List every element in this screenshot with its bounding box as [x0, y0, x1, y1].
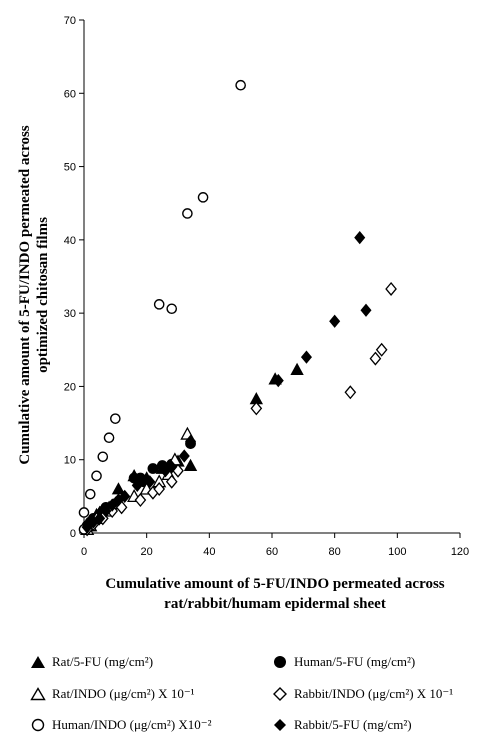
data-point-series-5	[235, 79, 246, 91]
data-point-series-2	[147, 463, 159, 474]
open-triangle-marker-icon	[30, 687, 46, 701]
y-tick-label: 60	[64, 88, 76, 100]
data-point-series-6	[94, 511, 106, 525]
data-point-series-5	[197, 192, 209, 203]
y-tick-label: 10	[64, 455, 76, 467]
data-point-series-6	[81, 520, 93, 534]
data-point-series-6	[329, 314, 341, 328]
y-tick-label: 50	[64, 162, 76, 174]
data-point-series-6	[360, 303, 372, 317]
data-point-series-4	[344, 385, 357, 400]
legend-label: Human/INDO (μg/cm²) X10⁻²	[52, 717, 212, 732]
data-point-series-4	[385, 281, 397, 296]
legend-item-rat-5fu: Rat/5-FU (mg/cm²)	[30, 654, 153, 670]
data-point-series-5	[84, 488, 96, 500]
filled-triangle-marker-icon	[31, 656, 45, 668]
y-axis-label-line-1: Cumulative amount of 5-FU/INDO permeated…	[17, 125, 33, 465]
data-point-series-6	[166, 460, 178, 474]
y-tick-label: 30	[64, 308, 76, 320]
data-point-series-4	[369, 351, 382, 366]
data-point-series-4	[134, 493, 147, 508]
data-point-series-6	[100, 504, 112, 518]
filled-circle-marker-icon	[274, 656, 286, 668]
data-point-series-5	[97, 451, 109, 463]
y-tick-label: 0	[70, 528, 76, 540]
x-axis-label-line-1: Cumulative amount of 5-FU/INDO permeated…	[105, 576, 445, 592]
legend-item-rabbit-indo: Rabbit/INDO (μg/cm²) X 10⁻¹	[272, 686, 453, 702]
x-tick-label: 60	[266, 546, 278, 558]
data-point-series-4	[375, 342, 388, 357]
y-tick-label: 40	[64, 235, 76, 247]
legend-label: Human/5-FU (mg/cm²)	[294, 654, 416, 669]
data-point-series-6	[119, 489, 131, 503]
legend-item-rabbit-5fu: Rabbit/5-FU (mg/cm²)	[272, 717, 412, 733]
data-point-series-5	[182, 208, 193, 219]
data-point-series-6	[272, 373, 284, 388]
y-tick-label: 20	[64, 381, 76, 393]
data-point-series-6	[106, 498, 118, 512]
x-axis-label-line-2: rat/rabbit/humam epidermal sheet	[164, 596, 386, 612]
y-axis-label: Cumulative amount of 5-FU/INDO permeated…	[10, 60, 58, 530]
x-tick-label: 20	[141, 546, 153, 558]
open-circle-marker-icon	[31, 718, 45, 732]
data-point-series-6	[354, 231, 366, 245]
data-point-series-4	[165, 474, 178, 489]
axes: 0 10 20 30 40 50 60 70 0 20 40 60 80 100 120	[64, 15, 469, 558]
data-point-series-5	[166, 303, 178, 315]
x-tick-label: 120	[451, 546, 469, 558]
data-point-series-5	[91, 470, 102, 482]
x-tick-label: 0	[81, 546, 87, 558]
legend-label: Rabbit/INDO (μg/cm²) X 10⁻¹	[294, 686, 454, 701]
data-point-series-1	[290, 362, 304, 375]
x-tick-label: 100	[388, 546, 406, 558]
data-point-series-6	[178, 449, 190, 463]
legend-item-human-5fu: Human/5-FU (mg/cm²)	[272, 654, 415, 670]
data-point-series-5	[78, 507, 90, 518]
data-point-series-6	[300, 350, 312, 364]
legend-label: Rat/5-FU (mg/cm²)	[52, 654, 154, 669]
data-point-series-6	[185, 434, 197, 449]
data-point-series-6	[144, 475, 156, 489]
open-diamond-marker-icon	[273, 687, 287, 701]
data-point-series-5	[103, 432, 115, 444]
y-tick-label: 70	[64, 15, 76, 27]
data-point-series-5	[110, 413, 121, 424]
y-axis-label-line-2: optimized chitosan films	[35, 217, 51, 373]
data-point-series-4	[153, 482, 166, 497]
data-point-series-1	[183, 458, 198, 471]
legend-label: Rat/INDO (μg/cm²) X 10⁻¹	[52, 686, 195, 701]
legend: Rat/5-FU (mg/cm²) Human/5-FU (mg/cm²) Ra…	[30, 654, 490, 744]
x-axis-label: Cumulative amount of 5-FU/INDO permeated…	[70, 574, 480, 614]
legend-item-human-indo: Human/INDO (μg/cm²) X10⁻²	[30, 717, 212, 733]
data-point-series-6	[131, 478, 143, 492]
x-tick-label: 40	[203, 546, 215, 558]
scatter-plot: 0 10 20 30 40 50 60 70 0 20 40 60 80 100 120	[64, 15, 469, 558]
legend-item-rat-indo: Rat/INDO (μg/cm²) X 10⁻¹	[30, 686, 195, 702]
legend-label: Rabbit/5-FU (mg/cm²)	[294, 717, 412, 732]
data-points	[78, 79, 397, 537]
data-point-series-4	[250, 401, 263, 416]
data-point-series-5	[153, 299, 165, 310]
x-tick-label: 80	[329, 546, 341, 558]
filled-diamond-marker-icon	[274, 719, 286, 731]
